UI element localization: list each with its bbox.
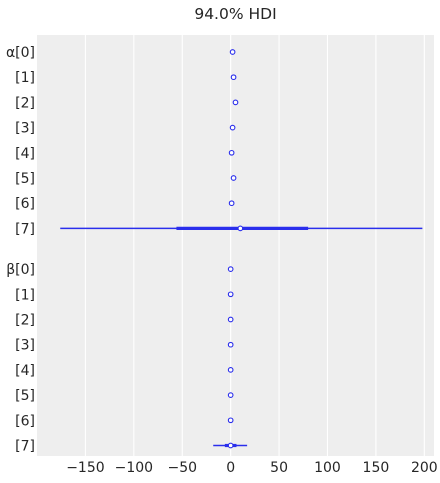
grid-lines bbox=[84, 35, 425, 456]
x-tick-label: 150 bbox=[363, 460, 390, 476]
mean-point bbox=[229, 124, 236, 131]
mean-point bbox=[228, 149, 235, 156]
y-tick-label: [4] bbox=[15, 363, 35, 379]
plot-background bbox=[37, 35, 434, 456]
y-tick-label: [2] bbox=[15, 95, 35, 111]
mean-point bbox=[227, 367, 234, 373]
mean-point bbox=[227, 291, 234, 298]
y-tick-label: [7] bbox=[15, 439, 35, 455]
x-tick-label: 0 bbox=[226, 460, 235, 476]
mean-point bbox=[227, 266, 234, 272]
x-tick-label: −50 bbox=[167, 460, 197, 476]
x-tick-label: −100 bbox=[115, 460, 153, 476]
mean-point bbox=[227, 341, 234, 348]
y-tick-label: [3] bbox=[15, 121, 35, 137]
mean-point bbox=[237, 225, 244, 232]
x-tick-label: 200 bbox=[411, 460, 438, 476]
y-tick-label: [5] bbox=[15, 388, 35, 404]
mean-point bbox=[229, 49, 236, 55]
mean-point bbox=[227, 392, 234, 398]
y-tick-label: [7] bbox=[15, 221, 35, 237]
y-tick-label: [3] bbox=[15, 338, 35, 354]
mean-point bbox=[227, 442, 234, 449]
mean-point bbox=[228, 200, 235, 207]
y-tick-labels: α[0] [1] [2] [3] [4] [5] [6] [7] β[0] [1] [2] [3] [4… bbox=[6, 45, 35, 455]
mean-point bbox=[230, 74, 237, 81]
y-tick-label: [6] bbox=[15, 413, 35, 429]
y-tick-label: [6] bbox=[15, 196, 35, 212]
y-tick-label: α[0] bbox=[6, 45, 35, 61]
hdi-series bbox=[60, 49, 423, 449]
mean-point bbox=[230, 175, 237, 181]
x-tick-label: −150 bbox=[66, 460, 104, 476]
mean-point bbox=[232, 99, 239, 106]
y-tick-label: [4] bbox=[15, 146, 35, 162]
x-tick-label: 100 bbox=[314, 460, 341, 476]
y-tick-label: [2] bbox=[15, 313, 35, 329]
y-tick-label: [1] bbox=[15, 70, 35, 86]
y-tick-label: β[0] bbox=[6, 262, 35, 278]
x-tick-labels: −150 −100 −50 0 50 100 150 200 bbox=[66, 460, 437, 476]
chart-title: 94.0% HDI bbox=[194, 5, 276, 23]
mean-point bbox=[227, 316, 234, 323]
y-tick-label: [5] bbox=[15, 171, 35, 187]
y-tick-label: [1] bbox=[15, 287, 35, 303]
mean-point bbox=[227, 417, 234, 424]
x-tick-label: 50 bbox=[270, 460, 288, 476]
